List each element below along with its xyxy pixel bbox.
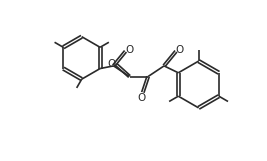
Text: O: O — [107, 59, 116, 69]
Text: O: O — [125, 45, 134, 55]
Text: O: O — [176, 45, 184, 55]
Text: O: O — [137, 93, 146, 103]
